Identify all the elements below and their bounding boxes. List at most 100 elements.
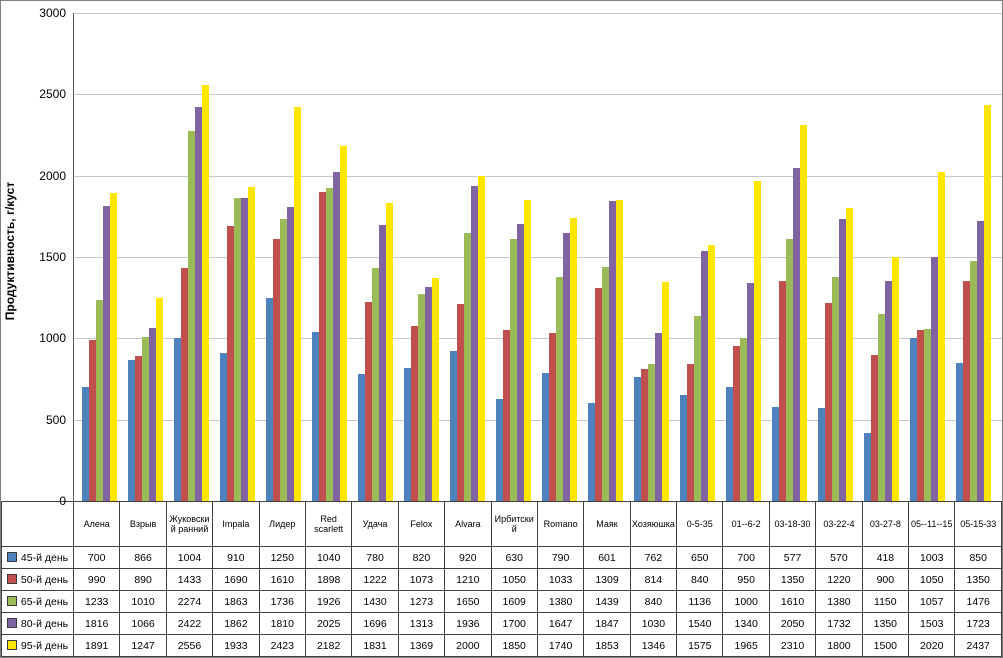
value-cell: 890 (119, 568, 167, 591)
bar (771, 407, 779, 501)
value-cell: 1313 (397, 612, 446, 635)
bar (817, 408, 825, 501)
category-label: Лидер (258, 501, 306, 547)
value-cell: 1073 (397, 568, 446, 591)
bar (955, 362, 963, 501)
value-cell: 1936 (444, 612, 492, 635)
value-cell: 1033 (536, 568, 585, 591)
legend-swatch (6, 551, 17, 562)
value-cell: 1004 (165, 546, 214, 569)
bar (785, 239, 793, 501)
legend-cell: 95-й день (1, 634, 74, 657)
series-row: 50-й день 990 890 1433 1690 1610 1898 1222 1073 1… (1, 568, 1002, 591)
value-cell: 1700 (490, 612, 538, 635)
category-label: 0-5-35 (676, 501, 724, 547)
legend-cell: 50-й день (1, 568, 74, 591)
category-label: Alvara (444, 501, 492, 547)
bar (325, 187, 333, 501)
value-cell: 2020 (908, 634, 956, 657)
bar (385, 203, 393, 501)
bar (470, 186, 478, 501)
bar-group (674, 13, 720, 501)
value-cell: 1050 (908, 568, 956, 591)
bar (845, 208, 853, 501)
gridline (74, 175, 1002, 177)
value-cell: 1816 (72, 612, 121, 635)
value-cell: 1540 (676, 612, 724, 635)
value-cell: 1810 (258, 612, 306, 635)
category-label: Red scarlett (304, 501, 353, 547)
value-cell: 762 (629, 546, 678, 569)
category-label: Хозяюшка (629, 501, 678, 547)
bar (279, 218, 287, 501)
value-cell: 1696 (351, 612, 399, 635)
value-cell: 1965 (722, 634, 770, 657)
category-label: Ирбитский (490, 501, 538, 547)
bar-group (214, 13, 260, 501)
bar (272, 239, 280, 501)
bar (226, 226, 234, 501)
value-cell: 1222 (351, 568, 399, 591)
bar-group (444, 13, 490, 501)
bar (884, 281, 892, 501)
bar (753, 181, 761, 501)
category-label: Взрыв (119, 501, 167, 547)
bar-group (812, 13, 858, 501)
bar (127, 360, 135, 501)
bar (541, 372, 549, 501)
bar (792, 167, 800, 501)
bar-group (490, 13, 536, 501)
gridline (74, 257, 1002, 258)
value-cell: 1057 (908, 590, 956, 613)
value-cell: 790 (536, 546, 585, 569)
bar (265, 297, 273, 501)
y-tick-label: 1000 (39, 331, 66, 346)
bar (983, 104, 991, 501)
bar-group (950, 13, 996, 501)
bar (417, 293, 425, 501)
bar-group (398, 13, 444, 501)
value-cell: 1346 (629, 634, 678, 657)
bar (976, 220, 984, 501)
bar (502, 330, 510, 501)
bar (410, 326, 418, 501)
y-axis-title: Продуктивность, г/куст (3, 181, 17, 321)
value-cell: 1066 (119, 612, 167, 635)
bar (937, 172, 945, 501)
bar (548, 332, 556, 501)
bar (923, 329, 931, 501)
value-cell: 1247 (119, 634, 167, 657)
bar (516, 224, 524, 501)
value-cell: 1350 (768, 568, 817, 591)
gridline (74, 419, 1002, 421)
bar (601, 266, 609, 501)
value-cell: 601 (583, 546, 631, 569)
bar (569, 217, 577, 501)
bar (799, 125, 807, 501)
value-cell: 1340 (722, 612, 770, 635)
bar (615, 199, 623, 501)
value-cell: 1831 (351, 634, 399, 657)
bar (509, 239, 517, 501)
value-cell: 1309 (583, 568, 631, 591)
bar (357, 374, 365, 501)
value-cell: 1350 (861, 612, 910, 635)
value-cell: 1003 (908, 546, 956, 569)
category-label: Жуковский ранний (165, 501, 214, 547)
value-cell: 577 (768, 546, 817, 569)
value-cell: 1575 (676, 634, 724, 657)
bar (962, 281, 970, 501)
bar (555, 276, 563, 501)
legend-swatch (6, 639, 17, 650)
value-cell: 1853 (583, 634, 631, 657)
value-cell: 1250 (258, 546, 306, 569)
bar (679, 395, 687, 501)
bar (891, 257, 899, 501)
category-header-row: Алена Взрыв Жуковский ранний Impala Лидер Red… (1, 501, 1002, 547)
bar-group (720, 13, 766, 501)
bar-group (260, 13, 306, 501)
corner-cell (1, 501, 74, 547)
category-label: 03-27-8 (861, 501, 910, 547)
value-cell: 850 (954, 546, 1002, 569)
value-cell: 1210 (444, 568, 492, 591)
